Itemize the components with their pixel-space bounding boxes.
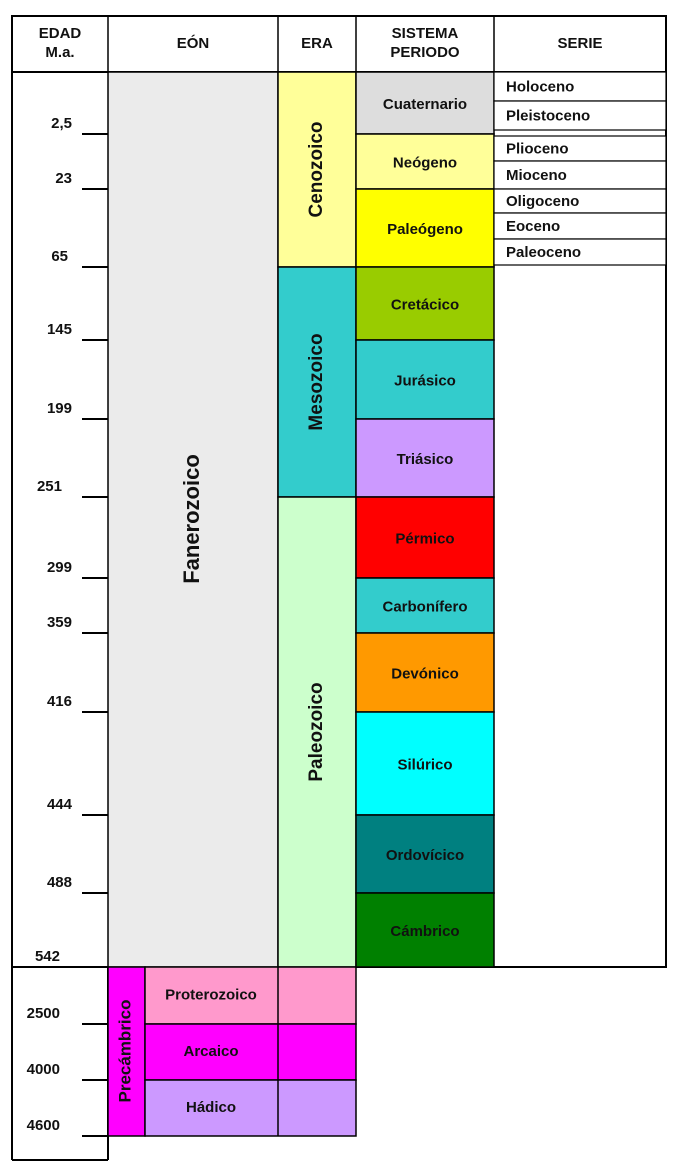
age-label: 23 bbox=[55, 170, 72, 187]
era-cell-mesozoico bbox=[277, 266, 357, 498]
period-cell-paleogeno bbox=[355, 188, 495, 268]
period-cell-cretacico bbox=[355, 266, 495, 341]
era-label-arcaico: Arcaico bbox=[183, 1043, 238, 1060]
series-label-oligoceno: Oligoceno bbox=[506, 193, 579, 210]
header-eon: EÓN bbox=[177, 34, 210, 52]
era-cell-arcaico bbox=[144, 1023, 357, 1081]
period-label-cambrico: Cámbrico bbox=[390, 923, 459, 940]
period-label-paleogeno: Paleógeno bbox=[387, 221, 463, 238]
header-edad-line2: M.a. bbox=[45, 44, 74, 61]
age-label: 4600 bbox=[27, 1117, 60, 1134]
period-cell-devonico bbox=[355, 632, 495, 713]
era-cell-cenozoico bbox=[277, 71, 357, 268]
eon-cell-fanerozoico bbox=[107, 71, 279, 968]
eon-cell-precambrico bbox=[107, 966, 146, 1137]
age-label: 2500 bbox=[27, 1005, 60, 1022]
series-label-mioceno: Mioceno bbox=[506, 167, 567, 184]
period-cell-cambrico bbox=[355, 892, 495, 968]
period-label-devonico: Devónico bbox=[391, 665, 459, 682]
series-label-pleistoceno: Pleistoceno bbox=[506, 107, 590, 124]
age-label: 488 bbox=[47, 874, 72, 891]
period-label-triasico: Triásico bbox=[397, 451, 454, 468]
period-label-carbonifero: Carbonífero bbox=[382, 598, 467, 615]
period-cell-silurico bbox=[355, 711, 495, 816]
series-label-eoceno: Eoceno bbox=[506, 218, 560, 235]
series-label-plioceno: Plioceno bbox=[506, 140, 569, 157]
era-label-cenozoico: Cenozoico bbox=[306, 121, 327, 217]
age-label: 2,5 bbox=[51, 115, 72, 132]
era-label-paleozoico: Paleozoico bbox=[306, 682, 327, 781]
series-cell-paleoceno bbox=[493, 238, 667, 266]
age-label: 299 bbox=[47, 559, 72, 576]
eon-label-fanerozoico: Fanerozoico bbox=[179, 454, 204, 584]
age-label: 542 bbox=[35, 948, 60, 965]
period-label-permico: Pérmico bbox=[395, 530, 454, 547]
series-cell-holoceno bbox=[493, 71, 667, 102]
series-label-holoceno: Holoceno bbox=[506, 78, 574, 95]
series-cell-eoceno bbox=[493, 212, 667, 240]
series-cell-plioceno bbox=[493, 135, 667, 162]
era-label-hadico: Hádico bbox=[186, 1099, 236, 1116]
age-label: 4000 bbox=[27, 1061, 60, 1078]
period-label-silurico: Silúrico bbox=[397, 756, 452, 773]
era-cell-proterozoico bbox=[144, 966, 357, 1025]
period-cell-ordovicico bbox=[355, 814, 495, 894]
period-label-neogeno: Neógeno bbox=[393, 154, 457, 171]
eon-label-precambrico: Precámbrico bbox=[115, 1000, 134, 1103]
age-label: 444 bbox=[47, 796, 73, 813]
age-label: 145 bbox=[47, 321, 72, 338]
era-cell-hadico bbox=[144, 1079, 357, 1137]
series-label-paleoceno: Paleoceno bbox=[506, 244, 581, 261]
age-label: 65 bbox=[51, 248, 68, 265]
age-label: 416 bbox=[47, 693, 72, 710]
era-label-proterozoico: Proterozoico bbox=[165, 986, 257, 1003]
series-cell-oligoceno bbox=[493, 188, 667, 214]
header-serie: SERIE bbox=[557, 35, 602, 52]
header-row bbox=[11, 15, 667, 73]
header-periodo-line2: PERIODO bbox=[390, 44, 460, 61]
header-era: ERA bbox=[301, 35, 333, 52]
series-cell-pleistoceno bbox=[493, 100, 667, 131]
age-label: 359 bbox=[47, 614, 72, 631]
period-label-jurasico: Jurásico bbox=[394, 372, 456, 389]
period-cell-triasico bbox=[355, 418, 495, 498]
era-label-mesozoico: Mesozoico bbox=[306, 333, 327, 430]
age-label: 199 bbox=[47, 400, 72, 417]
period-cell-permico bbox=[355, 496, 495, 579]
age-label: 251 bbox=[37, 478, 62, 495]
period-label-cuaternario: Cuaternario bbox=[383, 96, 467, 113]
period-label-ordovicico: Ordovícico bbox=[386, 847, 464, 864]
period-label-cretacico: Cretácico bbox=[391, 296, 459, 313]
header-periodo-line1: SISTEMA bbox=[392, 25, 459, 42]
period-cell-carbonifero bbox=[355, 577, 495, 634]
header-edad-line1: EDAD bbox=[39, 25, 82, 42]
